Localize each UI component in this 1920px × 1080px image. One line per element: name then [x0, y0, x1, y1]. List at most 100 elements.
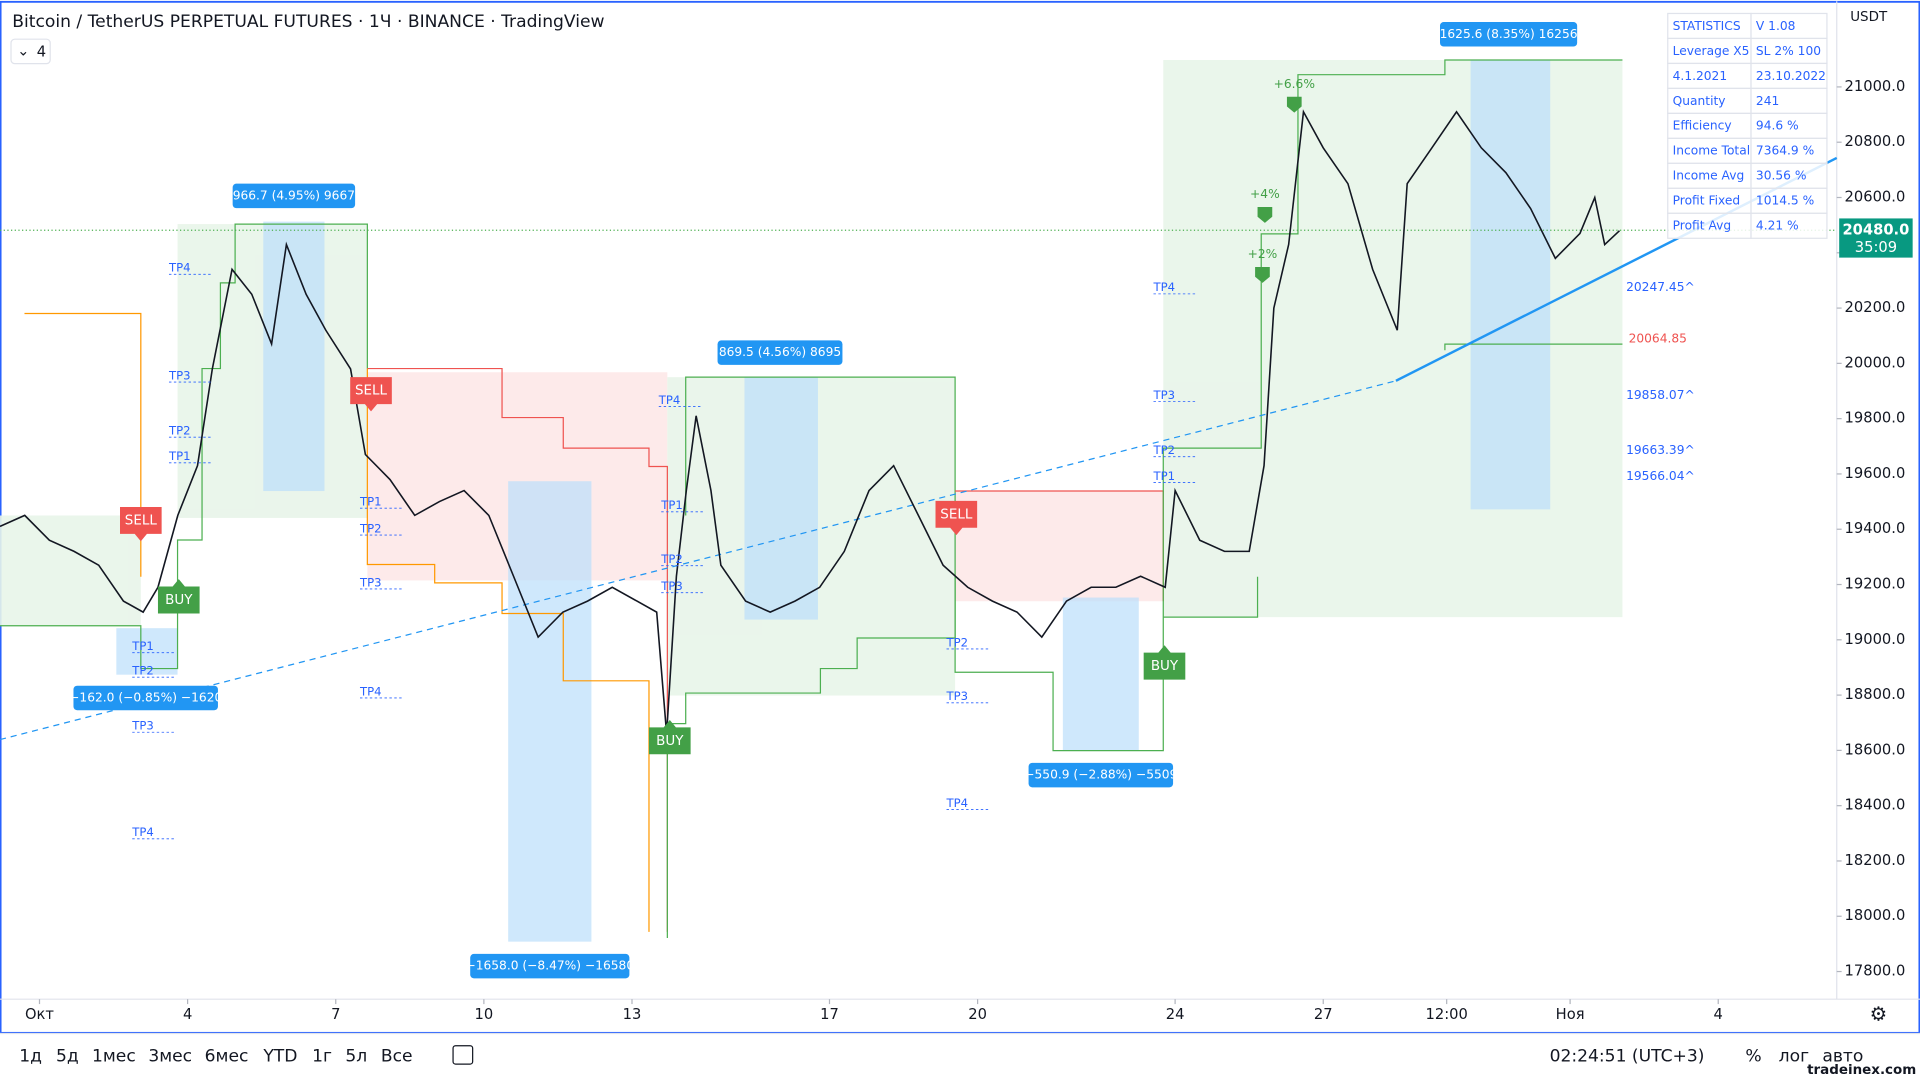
y-tick-label: 20600.0	[1845, 188, 1906, 205]
tp-label: TP4	[168, 261, 191, 275]
stat-cell	[1667, 62, 1752, 90]
tp-label: TP3	[946, 689, 969, 703]
stat-cell	[1667, 87, 1752, 114]
trade-label-box	[232, 183, 356, 209]
settings-icon[interactable]: ⚙	[1870, 1003, 1888, 1026]
stat-cell	[1667, 187, 1752, 214]
trade-box	[508, 481, 592, 942]
y-tick-label: 18800.0	[1845, 686, 1906, 703]
indicator-toggle[interactable]	[10, 38, 51, 65]
trade-box	[1470, 60, 1551, 510]
log-button[interactable]: лог	[1779, 1047, 1809, 1067]
x-tick-label: 7	[331, 1006, 340, 1023]
stat-text: V 1.08	[1756, 19, 1796, 33]
stop-line	[366, 368, 650, 932]
tp-label: TP2	[946, 635, 969, 649]
tp-label: TP1	[1152, 469, 1175, 483]
countdown: 35:09	[1855, 239, 1897, 256]
stop-lines	[0, 59, 1623, 938]
plot	[0, 109, 1621, 734]
last-price-box	[1839, 218, 1913, 258]
tp-label: TP4	[1152, 280, 1175, 294]
trade-box	[263, 221, 325, 492]
indicator-count: 4	[37, 44, 46, 61]
date-range-icon[interactable]	[452, 1045, 474, 1065]
stop-line	[1444, 343, 1623, 351]
y-tick-label: 19600.0	[1845, 465, 1906, 482]
y-tick-label: 21000.0	[1845, 78, 1906, 95]
level-label: 20247.45^	[1626, 280, 1695, 294]
range-button[interactable]: YTD	[262, 1047, 297, 1067]
stat-text: Quantity	[1673, 94, 1726, 108]
y-tick-label: 19000.0	[1845, 631, 1906, 648]
stat-cell	[1750, 37, 1828, 65]
y-tick-label: 19200.0	[1845, 576, 1906, 593]
y-tick-label: 20200.0	[1845, 299, 1906, 316]
tp-label: TP3	[1152, 388, 1175, 402]
trade-label: 869.5 (4.56%) 8695	[719, 345, 841, 359]
trade-label: −162.0 (−0.85%) −1620	[69, 690, 222, 704]
stat-text: 4.21 %	[1756, 219, 1799, 233]
y-tick-label: 20000.0	[1845, 354, 1906, 371]
tp-label: TP3	[131, 719, 154, 733]
level-label: 19663.39^	[1626, 443, 1695, 457]
tp-label: TP1	[660, 498, 683, 512]
gain-marker	[1257, 206, 1273, 223]
currency[interactable]: USDT	[1850, 10, 1888, 25]
trade-label: −550.9 (−2.88%) −5509	[1024, 768, 1177, 782]
stat-text: STATISTICS	[1673, 19, 1741, 33]
trade-label-box	[717, 340, 843, 365]
x-tick-label: 20	[968, 1006, 987, 1023]
range-button[interactable]: 1г	[312, 1047, 332, 1067]
range-button[interactable]: 3мес	[148, 1047, 192, 1067]
tp-label: TP1	[168, 449, 191, 463]
signal-marker	[157, 579, 200, 614]
labels: 20247.45^ 20064.85 19858.07^ 19663.39^ 19566…	[69, 22, 1695, 979]
signal-label: BUY	[1151, 659, 1179, 674]
gain-label: +2%	[1248, 247, 1278, 261]
signal-label: SELL	[125, 513, 158, 528]
trend-line-dashed	[0, 380, 1397, 741]
title: Bitcoin / TetherUS PERPETUAL FUTURES · 1…	[12, 12, 604, 32]
y-tick-label: 17800.0	[1845, 963, 1906, 980]
indicator-arrow: ⌄	[17, 42, 29, 59]
stop-line	[1163, 576, 1259, 618]
stat-text: 7364.9 %	[1756, 144, 1814, 158]
auto-button[interactable]: авто	[1822, 1047, 1863, 1067]
stat-text: Income Avg	[1673, 169, 1745, 183]
stat-cell	[1667, 12, 1752, 40]
x-tick-label: Ноя	[1556, 1006, 1585, 1023]
tp-label: TP4	[359, 684, 382, 698]
signal-marker	[648, 720, 691, 755]
stop-line	[666, 376, 956, 938]
stat-cell	[1750, 212, 1828, 239]
range-button[interactable]: Все	[381, 1047, 413, 1067]
y-tick-label: 20800.0	[1845, 133, 1906, 150]
signal-marker	[1143, 645, 1186, 680]
range-button[interactable]: 1д	[19, 1047, 42, 1067]
stat-text: Profit Fixed	[1673, 194, 1741, 208]
stat-text: 30.56 %	[1756, 169, 1807, 183]
signal-label: BUY	[656, 734, 684, 749]
tp-label: TP4	[946, 796, 969, 810]
tp-label: TP2	[168, 424, 191, 438]
x-tick-label: 12:00	[1426, 1006, 1468, 1023]
range-button[interactable]: 1мес	[92, 1047, 136, 1067]
percent-button[interactable]: %	[1745, 1047, 1761, 1067]
range-button[interactable]: 6мес	[205, 1047, 249, 1067]
trade-label-box	[1440, 22, 1578, 47]
clock: 02:24:51 (UTC+3)	[1550, 1047, 1705, 1067]
range-button[interactable]: 5л	[345, 1047, 367, 1067]
gain-marker	[1286, 96, 1302, 113]
level-label: 19858.07^	[1626, 388, 1695, 402]
range-button[interactable]: 5д	[56, 1047, 79, 1067]
x-tick-label: 24	[1166, 1006, 1185, 1023]
trade-box	[744, 377, 818, 620]
stat-cell	[1750, 137, 1828, 164]
x-tick-label: 13	[623, 1006, 642, 1023]
y-tick-label: 18000.0	[1845, 907, 1906, 924]
y-tick-label: 18200.0	[1845, 852, 1906, 869]
trade-box	[116, 628, 178, 675]
x-tick-label: 10	[475, 1006, 494, 1023]
